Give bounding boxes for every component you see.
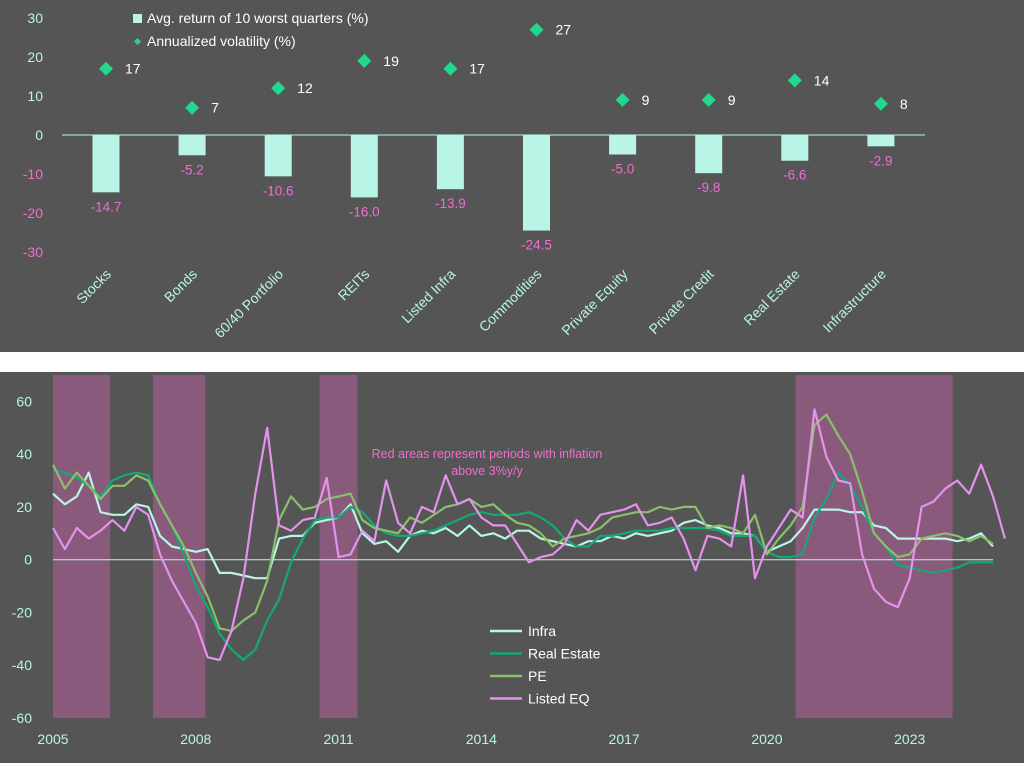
volatility-value-label: 12 bbox=[297, 80, 313, 96]
bar-value-label: -24.5 bbox=[521, 238, 552, 253]
bar-value-label: -6.6 bbox=[783, 168, 806, 183]
y-tick-label: 30 bbox=[27, 10, 43, 26]
volatility-value-label: 8 bbox=[900, 96, 908, 112]
x-tick-label: 2011 bbox=[324, 731, 354, 747]
volatility-marker bbox=[701, 92, 716, 107]
y-tick-label: -40 bbox=[12, 657, 32, 673]
y-tick-label: -20 bbox=[23, 205, 43, 221]
inflation-period-shade bbox=[53, 375, 111, 718]
legend-label: Infra bbox=[528, 623, 556, 639]
x-tick-label: 2014 bbox=[466, 731, 497, 747]
bar-value-label: -5.0 bbox=[611, 162, 634, 177]
y-tick-label: -10 bbox=[23, 166, 43, 182]
bar-value-label: -13.9 bbox=[435, 196, 466, 211]
volatility-marker bbox=[185, 100, 200, 115]
y-tick-label: 10 bbox=[27, 88, 43, 104]
legend-label-bars: Avg. return of 10 worst quarters (%) bbox=[147, 10, 369, 26]
y-tick-label: 60 bbox=[16, 393, 32, 409]
bar-value-label: -14.7 bbox=[91, 199, 122, 214]
bar-value-label: -16.0 bbox=[349, 204, 380, 219]
bar-commodities bbox=[523, 135, 550, 231]
inflation-period-shade bbox=[152, 375, 206, 718]
category-label: Listed Infra bbox=[398, 266, 458, 326]
volatility-marker bbox=[529, 22, 544, 37]
volatility-value-label: 17 bbox=[125, 61, 141, 77]
bar-private-equity bbox=[609, 135, 637, 155]
legend-label: PE bbox=[528, 668, 547, 684]
y-tick-label: -30 bbox=[23, 244, 43, 260]
bar-value-label: -2.9 bbox=[869, 153, 892, 168]
y-tick-label: 20 bbox=[27, 49, 43, 65]
volatility-marker bbox=[787, 73, 802, 88]
annotation-line-1: Red areas represent periods with inflati… bbox=[372, 447, 603, 461]
bar-60-40-portfolio bbox=[264, 135, 292, 177]
volatility-value-label: 17 bbox=[469, 61, 485, 77]
y-tick-label: 0 bbox=[35, 127, 43, 143]
volatility-marker bbox=[357, 53, 372, 68]
volatility-value-label: 9 bbox=[728, 92, 736, 108]
category-label: Real Estate bbox=[740, 266, 803, 329]
legend-swatch-markers bbox=[134, 38, 141, 45]
bar-private-credit bbox=[695, 135, 723, 174]
category-label: Commodities bbox=[476, 266, 545, 335]
x-tick-label: 2017 bbox=[609, 731, 640, 747]
volatility-value-label: 7 bbox=[211, 100, 219, 116]
category-label: Bonds bbox=[161, 266, 200, 305]
series-line-listed-eq bbox=[52, 408, 1006, 662]
volatility-value-label: 19 bbox=[383, 53, 399, 69]
x-tick-label: 2008 bbox=[180, 731, 211, 747]
volatility-marker bbox=[873, 96, 888, 111]
y-tick-label: -20 bbox=[12, 604, 32, 620]
legend-label: Listed EQ bbox=[528, 691, 590, 707]
category-label: 60/40 Portfolio bbox=[211, 266, 286, 341]
volatility-drawdown-chart-panel bbox=[0, 0, 1024, 352]
category-label: Private Credit bbox=[646, 266, 717, 337]
volatility-marker bbox=[99, 61, 113, 76]
legend-label: Real Estate bbox=[528, 646, 601, 662]
legend-label-markers: Annualized volatility (%) bbox=[147, 33, 296, 49]
bar-real-estate bbox=[781, 135, 809, 161]
returns-line-chart: 60 40 20 0 -20 -40 -60 2005 2008 2011 2014 2017 2020… bbox=[12, 375, 1006, 747]
legend-swatch-bars bbox=[133, 14, 142, 23]
bar-value-label: -5.2 bbox=[180, 162, 203, 177]
bar-bonds bbox=[178, 135, 206, 156]
category-label: REITs bbox=[335, 266, 373, 304]
inflation-period-shade bbox=[319, 375, 358, 718]
category-label: Infrastructure bbox=[819, 266, 889, 336]
volatility-marker bbox=[615, 92, 630, 107]
bar-value-label: -9.8 bbox=[697, 180, 720, 195]
bar-value-label: -10.6 bbox=[263, 183, 294, 198]
category-label: Stocks bbox=[73, 266, 114, 307]
volatility-value-label: 27 bbox=[556, 22, 572, 38]
x-tick-label: 2005 bbox=[37, 731, 68, 747]
volatility-value-label: 9 bbox=[642, 92, 650, 108]
volatility-value-label: 14 bbox=[814, 72, 830, 88]
bar-reits bbox=[350, 135, 378, 198]
worst-quarters-bar-chart: 30 20 10 0 -10 -20 -30 Stocks Bonds 60/40 Portfol… bbox=[23, 10, 925, 341]
bar-listed-infra bbox=[436, 135, 464, 190]
x-tick-label: 2023 bbox=[894, 731, 925, 747]
annotation-line-2: above 3%y/y bbox=[451, 464, 523, 478]
x-tick-label: 2020 bbox=[751, 731, 782, 747]
series-line-infra bbox=[52, 471, 994, 580]
y-tick-label: 20 bbox=[16, 499, 32, 515]
series-line-pe bbox=[52, 413, 994, 632]
category-label: Private Equity bbox=[558, 266, 630, 338]
y-tick-label: 0 bbox=[24, 552, 32, 568]
bar-stocks bbox=[92, 135, 120, 193]
volatility-marker bbox=[443, 61, 458, 76]
bar-infrastructure bbox=[867, 135, 895, 147]
y-tick-label: -60 bbox=[12, 710, 32, 726]
inflation-period-shade bbox=[795, 375, 953, 718]
volatility-marker bbox=[271, 81, 286, 96]
y-tick-label: 40 bbox=[16, 446, 32, 462]
